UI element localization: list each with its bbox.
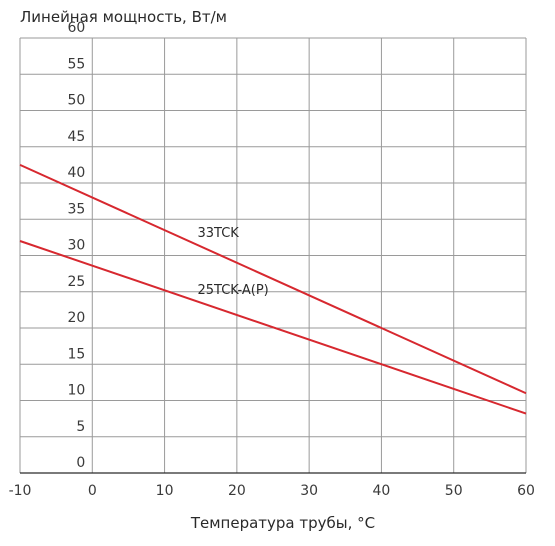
x-tick-label: 10 <box>156 483 174 499</box>
x-tick-label: 20 <box>228 483 246 499</box>
series-labels: 33TCK 25TCK-A(P) <box>197 226 268 298</box>
y-tick-label: 35 <box>67 201 85 217</box>
series-lines <box>19 163 527 415</box>
x-axis-title: Температура трубы, °С <box>190 514 375 532</box>
x-tick-label: -10 <box>9 483 32 499</box>
y-axis-title: Линейная мощность, Вт/м <box>20 8 227 26</box>
x-tick-label: 40 <box>373 483 391 499</box>
y-tick-label: 55 <box>67 56 85 72</box>
y-tick-label: 25 <box>67 274 85 290</box>
series-line-1 <box>19 240 527 415</box>
x-tick-label: 30 <box>300 483 318 499</box>
x-tick-labels: -10 0 10 20 30 40 50 60 <box>9 483 535 499</box>
y-tick-label: 60 <box>67 20 85 36</box>
y-tick-label: 45 <box>67 129 85 145</box>
x-tick-label: 50 <box>445 483 463 499</box>
y-tick-label: 30 <box>67 238 85 254</box>
y-tick-label: 20 <box>67 310 85 326</box>
y-tick-label: 40 <box>67 165 85 181</box>
series-label-0: 33TCK <box>197 226 239 241</box>
y-tick-label: 0 <box>76 455 85 471</box>
grid <box>19 37 527 474</box>
x-tick-label: 0 <box>88 483 97 499</box>
y-tick-label: 15 <box>67 346 85 362</box>
series-label-1: 25TCK-A(P) <box>197 283 268 298</box>
x-tick-label: 60 <box>517 483 535 499</box>
y-tick-label: 10 <box>67 383 85 399</box>
series-line-0 <box>19 163 527 395</box>
y-tick-label: 5 <box>76 419 85 435</box>
y-tick-label: 50 <box>67 93 85 109</box>
y-tick-labels: 0 5 10 15 20 25 30 35 40 45 50 55 60 <box>67 20 85 471</box>
